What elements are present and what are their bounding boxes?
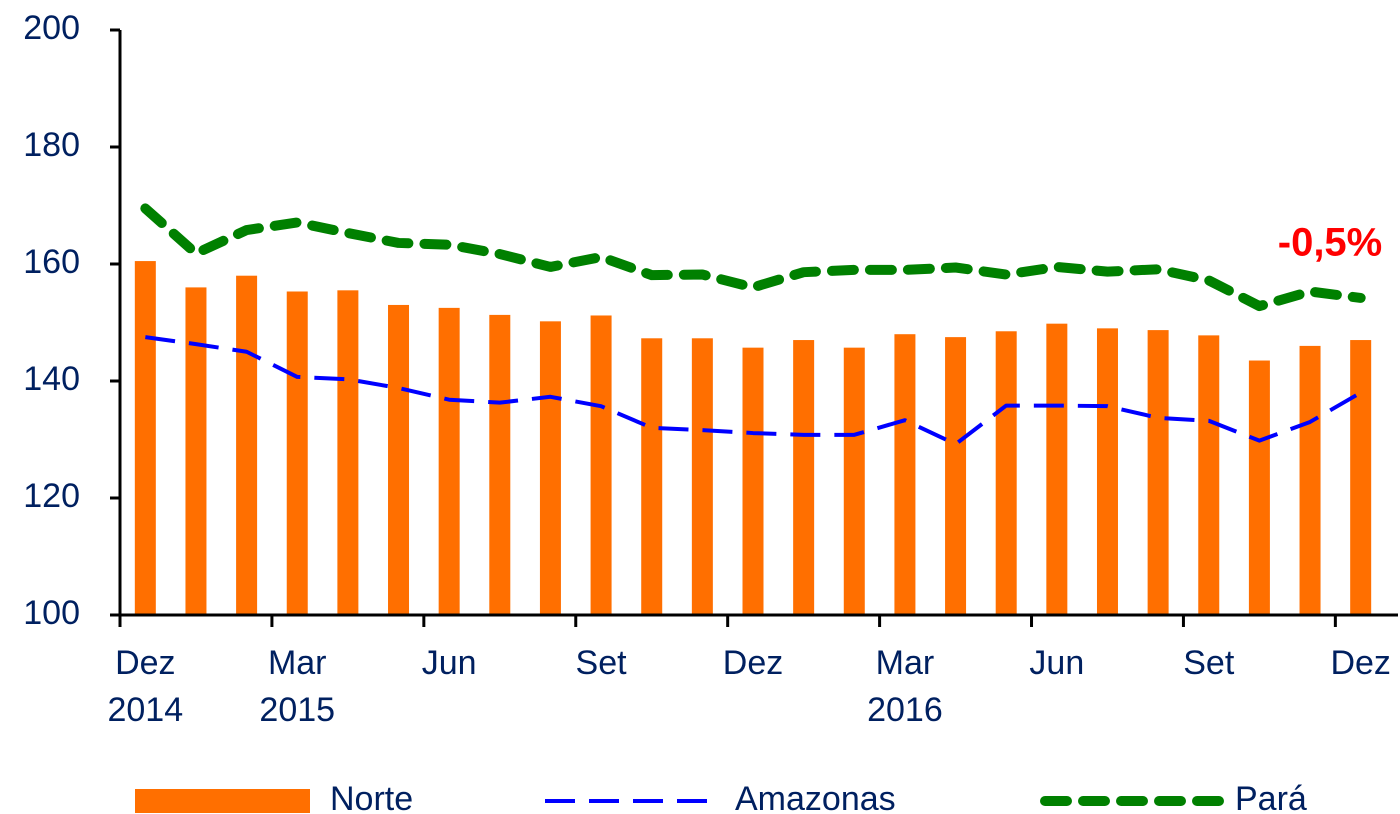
legend-label: Norte: [330, 780, 413, 814]
bar: [995, 331, 1017, 615]
bar: [691, 338, 713, 615]
legend-label: Amazonas: [735, 780, 896, 814]
y-tick-label: 160: [23, 243, 80, 281]
x-tick-label: Set: [1183, 644, 1235, 682]
y-tick-label: 200: [23, 9, 80, 47]
y-tick-label: 140: [23, 360, 80, 398]
x-tick-label: Set: [576, 644, 628, 682]
bar: [489, 314, 511, 615]
bar: [337, 290, 359, 615]
bar: [843, 347, 865, 615]
bar: [438, 307, 460, 615]
bar: [539, 321, 561, 615]
line: [140, 203, 1366, 312]
bar: [1147, 330, 1169, 615]
bar: [894, 334, 916, 615]
bar: [236, 275, 258, 615]
annotation: -0,5%: [1278, 221, 1383, 265]
bar: [185, 287, 207, 615]
bar: [793, 340, 815, 615]
bar: [134, 261, 156, 615]
x-tick-label: Mar 2015: [259, 644, 335, 729]
y-tick-label: 120: [23, 477, 80, 515]
x-tick-label: Jun: [422, 644, 477, 682]
bar: [286, 291, 308, 615]
y-tick-label: 180: [23, 126, 80, 164]
bar: [945, 337, 967, 615]
legend-label: Pará: [1235, 780, 1307, 814]
bar: [1198, 335, 1220, 615]
x-tick-label: Dez 2014: [107, 644, 183, 729]
bar: [388, 304, 410, 615]
y-tick-label: 100: [23, 594, 80, 632]
x-tick-label: Mar 2016: [867, 644, 943, 729]
bar: [641, 338, 663, 615]
bar: [1248, 360, 1270, 615]
bar: [1046, 323, 1068, 615]
bar: [590, 315, 612, 615]
legend-swatch: [135, 789, 310, 813]
x-tick-label: Dez: [723, 644, 783, 682]
bar: [1350, 340, 1372, 615]
x-tick-label: Jun: [1029, 644, 1084, 682]
bar: [742, 347, 764, 615]
line: [145, 335, 1362, 447]
x-tick-label: Dez: [1330, 644, 1390, 682]
bar: [1096, 328, 1118, 615]
bar: [1299, 345, 1321, 615]
